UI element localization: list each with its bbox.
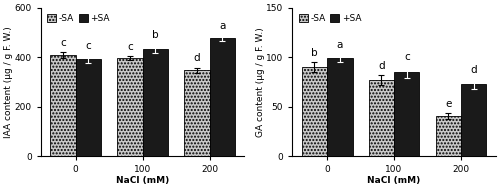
Text: e: e [445,99,452,109]
Text: a: a [336,40,343,50]
Bar [76,59,101,156]
Text: d: d [470,65,477,75]
Bar [210,38,235,156]
Bar [117,58,142,156]
Bar [461,84,486,156]
Y-axis label: IAA content (μg / g F. W.): IAA content (μg / g F. W.) [4,26,13,138]
Bar [50,55,76,156]
Bar [327,58,352,156]
Bar [142,49,168,156]
X-axis label: NaCl (mM): NaCl (mM) [116,176,170,185]
X-axis label: NaCl (mM): NaCl (mM) [368,176,420,185]
Bar [368,80,394,156]
Text: c: c [404,52,409,62]
Y-axis label: GA content (μg / g F. W.): GA content (μg / g F. W.) [256,27,264,137]
Text: c: c [60,38,66,48]
Bar [436,116,461,156]
Text: c: c [86,41,91,51]
Text: b: b [311,48,318,58]
Text: a: a [219,21,226,31]
Legend: -SA, +SA: -SA, +SA [296,12,363,25]
Legend: -SA, +SA: -SA, +SA [46,12,112,25]
Bar [302,67,327,156]
Bar [184,70,210,156]
Text: d: d [378,61,384,71]
Text: c: c [127,42,133,52]
Text: d: d [194,53,200,64]
Bar [394,72,419,156]
Text: b: b [152,30,158,40]
